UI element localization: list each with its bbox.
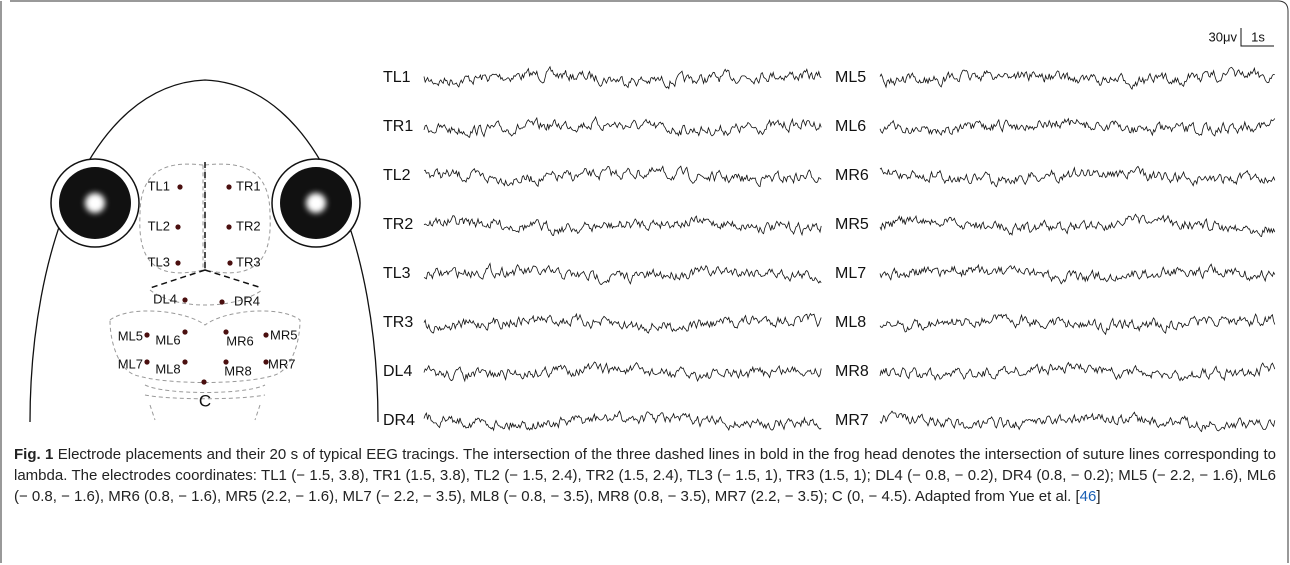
electrode-label: ML7 — [118, 356, 143, 371]
eeg-trace — [879, 165, 1276, 188]
eeg-trace — [879, 66, 1275, 90]
electrode-dot — [175, 224, 181, 230]
electrode-dot — [223, 359, 229, 365]
electrode-dot — [227, 260, 233, 266]
electrode-dot — [263, 359, 269, 365]
trace-label: DL4 — [383, 363, 412, 380]
electrode-label: TR2 — [236, 218, 261, 233]
electrode-dot — [182, 297, 188, 303]
trace-label: ML6 — [835, 118, 866, 135]
electrode-label: ML6 — [155, 332, 180, 347]
electrode-dot — [226, 224, 232, 230]
electrode-label: DL4 — [153, 291, 177, 306]
trace-label: DR4 — [383, 412, 415, 429]
trace-label: TL3 — [383, 265, 411, 282]
electrode-dot — [144, 332, 150, 338]
electrode-label: DR4 — [234, 293, 260, 308]
eeg-trace — [423, 215, 822, 237]
trace-label: TR1 — [383, 118, 413, 135]
eeg-trace — [879, 263, 1276, 285]
electrode-label: TR3 — [236, 254, 261, 269]
electrode-label: MR8 — [224, 363, 251, 378]
electrode-label: TR1 — [236, 178, 261, 193]
eeg-trace — [879, 410, 1276, 433]
electrode-label: C — [199, 391, 211, 410]
electrode-label: TL2 — [148, 218, 170, 233]
electrode-label: MR6 — [226, 333, 253, 348]
electrode-dot — [144, 359, 150, 365]
trace-label: TL1 — [383, 69, 411, 86]
electrode-label: MR5 — [270, 327, 297, 342]
electrode-label: ML5 — [118, 328, 143, 343]
scale-time: 1s — [1251, 29, 1265, 44]
electrode-dot — [219, 299, 225, 305]
trace-label: TL2 — [383, 167, 411, 184]
eeg-trace — [423, 410, 822, 432]
trace-label: MR5 — [835, 216, 869, 233]
caption-text: Electrode placements and their 20 s of t… — [14, 446, 1276, 505]
caption: Fig. 1 Electrode placements and their 20… — [14, 444, 1276, 507]
trace-label: TR3 — [383, 314, 413, 331]
trace-label: MR6 — [835, 167, 869, 184]
caption-label: Fig. 1 — [14, 446, 54, 463]
electrode-dot — [177, 184, 183, 190]
electrode-label: TL3 — [148, 254, 170, 269]
citation[interactable]: 46 — [1079, 488, 1097, 505]
eeg-trace — [423, 312, 822, 334]
electrode-dot — [223, 329, 229, 335]
eeg-trace — [423, 165, 822, 188]
eeg-trace — [879, 213, 1276, 238]
eeg-trace — [423, 262, 822, 285]
electrode-dot — [226, 184, 232, 190]
electrode-label: ML8 — [155, 361, 180, 376]
electrode-dot — [201, 379, 207, 385]
electrode-dot — [175, 260, 181, 266]
eeg-trace — [423, 361, 822, 383]
eeg-trace — [879, 361, 1276, 382]
caption-close: ] — [1096, 488, 1101, 505]
electrode-dot — [182, 329, 188, 335]
electrode-dot — [263, 332, 269, 338]
electrode-label: TL1 — [148, 178, 170, 193]
trace-label: MR8 — [835, 363, 869, 380]
frog-head — [29, 79, 379, 423]
trace-label: TR2 — [383, 216, 413, 233]
trace-label: MR7 — [835, 412, 869, 429]
eeg-trace — [879, 117, 1276, 137]
scale-amplitude: 30μv — [1209, 29, 1238, 44]
eeg-trace — [879, 313, 1276, 336]
scale-bar — [1240, 28, 1274, 47]
electrode-label: MR7 — [268, 356, 295, 371]
eeg-trace — [423, 65, 822, 90]
eeg-trace — [423, 115, 822, 138]
trace-label: ML5 — [835, 69, 866, 86]
trace-label: ML8 — [835, 314, 866, 331]
trace-label: ML7 — [835, 265, 866, 282]
electrode-dot — [182, 359, 188, 365]
